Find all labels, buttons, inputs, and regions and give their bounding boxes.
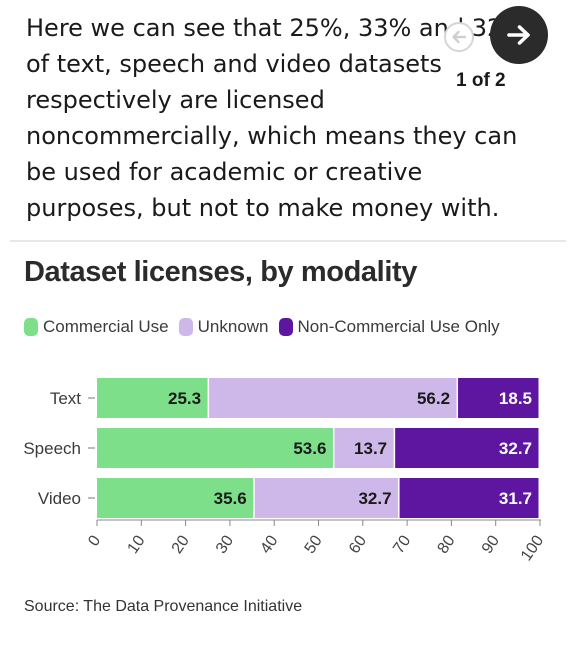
page-indicator: 1 of 2 [456, 70, 506, 91]
data-label: 32.7 [358, 489, 391, 508]
previous-button[interactable] [444, 22, 474, 52]
data-label: 18.5 [499, 389, 532, 408]
legend-swatch [278, 318, 293, 336]
x-tick-label: 20 [169, 532, 193, 556]
chart-legend: Commercial Use Unknown Non-Commercial Us… [24, 317, 510, 337]
bar-segment [334, 428, 394, 468]
data-label: 31.7 [499, 489, 532, 508]
bar-segment [97, 428, 333, 468]
bar-segment [395, 428, 539, 468]
x-tick-label: 50 [302, 532, 326, 556]
bar-segment [399, 478, 539, 518]
bar-segment [97, 378, 208, 418]
data-label: 13.7 [354, 439, 387, 458]
data-label: 32.7 [499, 439, 532, 458]
source-note: Source: The Data Provenance Initiative [24, 598, 303, 615]
legend-swatch [24, 318, 38, 336]
data-label: 35.6 [214, 489, 247, 508]
x-tick-label: 0 [85, 532, 104, 549]
bar-segment [97, 478, 254, 518]
x-tick-label: 10 [124, 532, 148, 556]
legend-label: Non-Commercial Use Only [297, 317, 500, 336]
category-label: Video [38, 489, 81, 508]
stacked-bar-chart: Text 25.3 56.2 18.5 Speech 53.6 13.7 32.7 Video 3… [23, 378, 547, 564]
next-button[interactable] [490, 6, 548, 64]
arrow-right-icon [507, 25, 530, 45]
legend-item-commercial-use: Commercial Use [24, 317, 169, 337]
arrow-left-icon [452, 30, 467, 44]
legend-label: Unknown [197, 317, 269, 336]
bar-segment [254, 478, 399, 518]
x-tick-label: 70 [390, 532, 414, 556]
chart-title: Dataset licenses, by modality [24, 256, 417, 288]
category-label: Text [50, 389, 81, 408]
pagination: 1 of 2 [442, 6, 552, 96]
legend-item-unknown: Unknown [178, 317, 269, 337]
intro-text: Here we can see that 25%, 33% and 32% of… [26, 14, 526, 222]
category-label: Speech [23, 439, 81, 458]
bar-segment [458, 378, 539, 418]
legend-item-non-commercial-use-only: Non-Commercial Use Only [278, 317, 500, 337]
data-label: 53.6 [293, 439, 326, 458]
data-label: 25.3 [168, 389, 201, 408]
x-tick-label: 100 [518, 532, 547, 564]
data-label: 56.2 [417, 389, 450, 408]
legend-swatch [178, 318, 193, 336]
legend-label: Commercial Use [43, 317, 169, 336]
bar-segment [209, 378, 457, 418]
x-tick-label: 30 [213, 532, 237, 556]
x-tick-label: 80 [435, 532, 459, 556]
divider [10, 240, 566, 242]
x-tick-label: 60 [346, 532, 370, 556]
x-tick-label: 90 [479, 532, 503, 556]
x-tick-label: 40 [257, 532, 281, 556]
